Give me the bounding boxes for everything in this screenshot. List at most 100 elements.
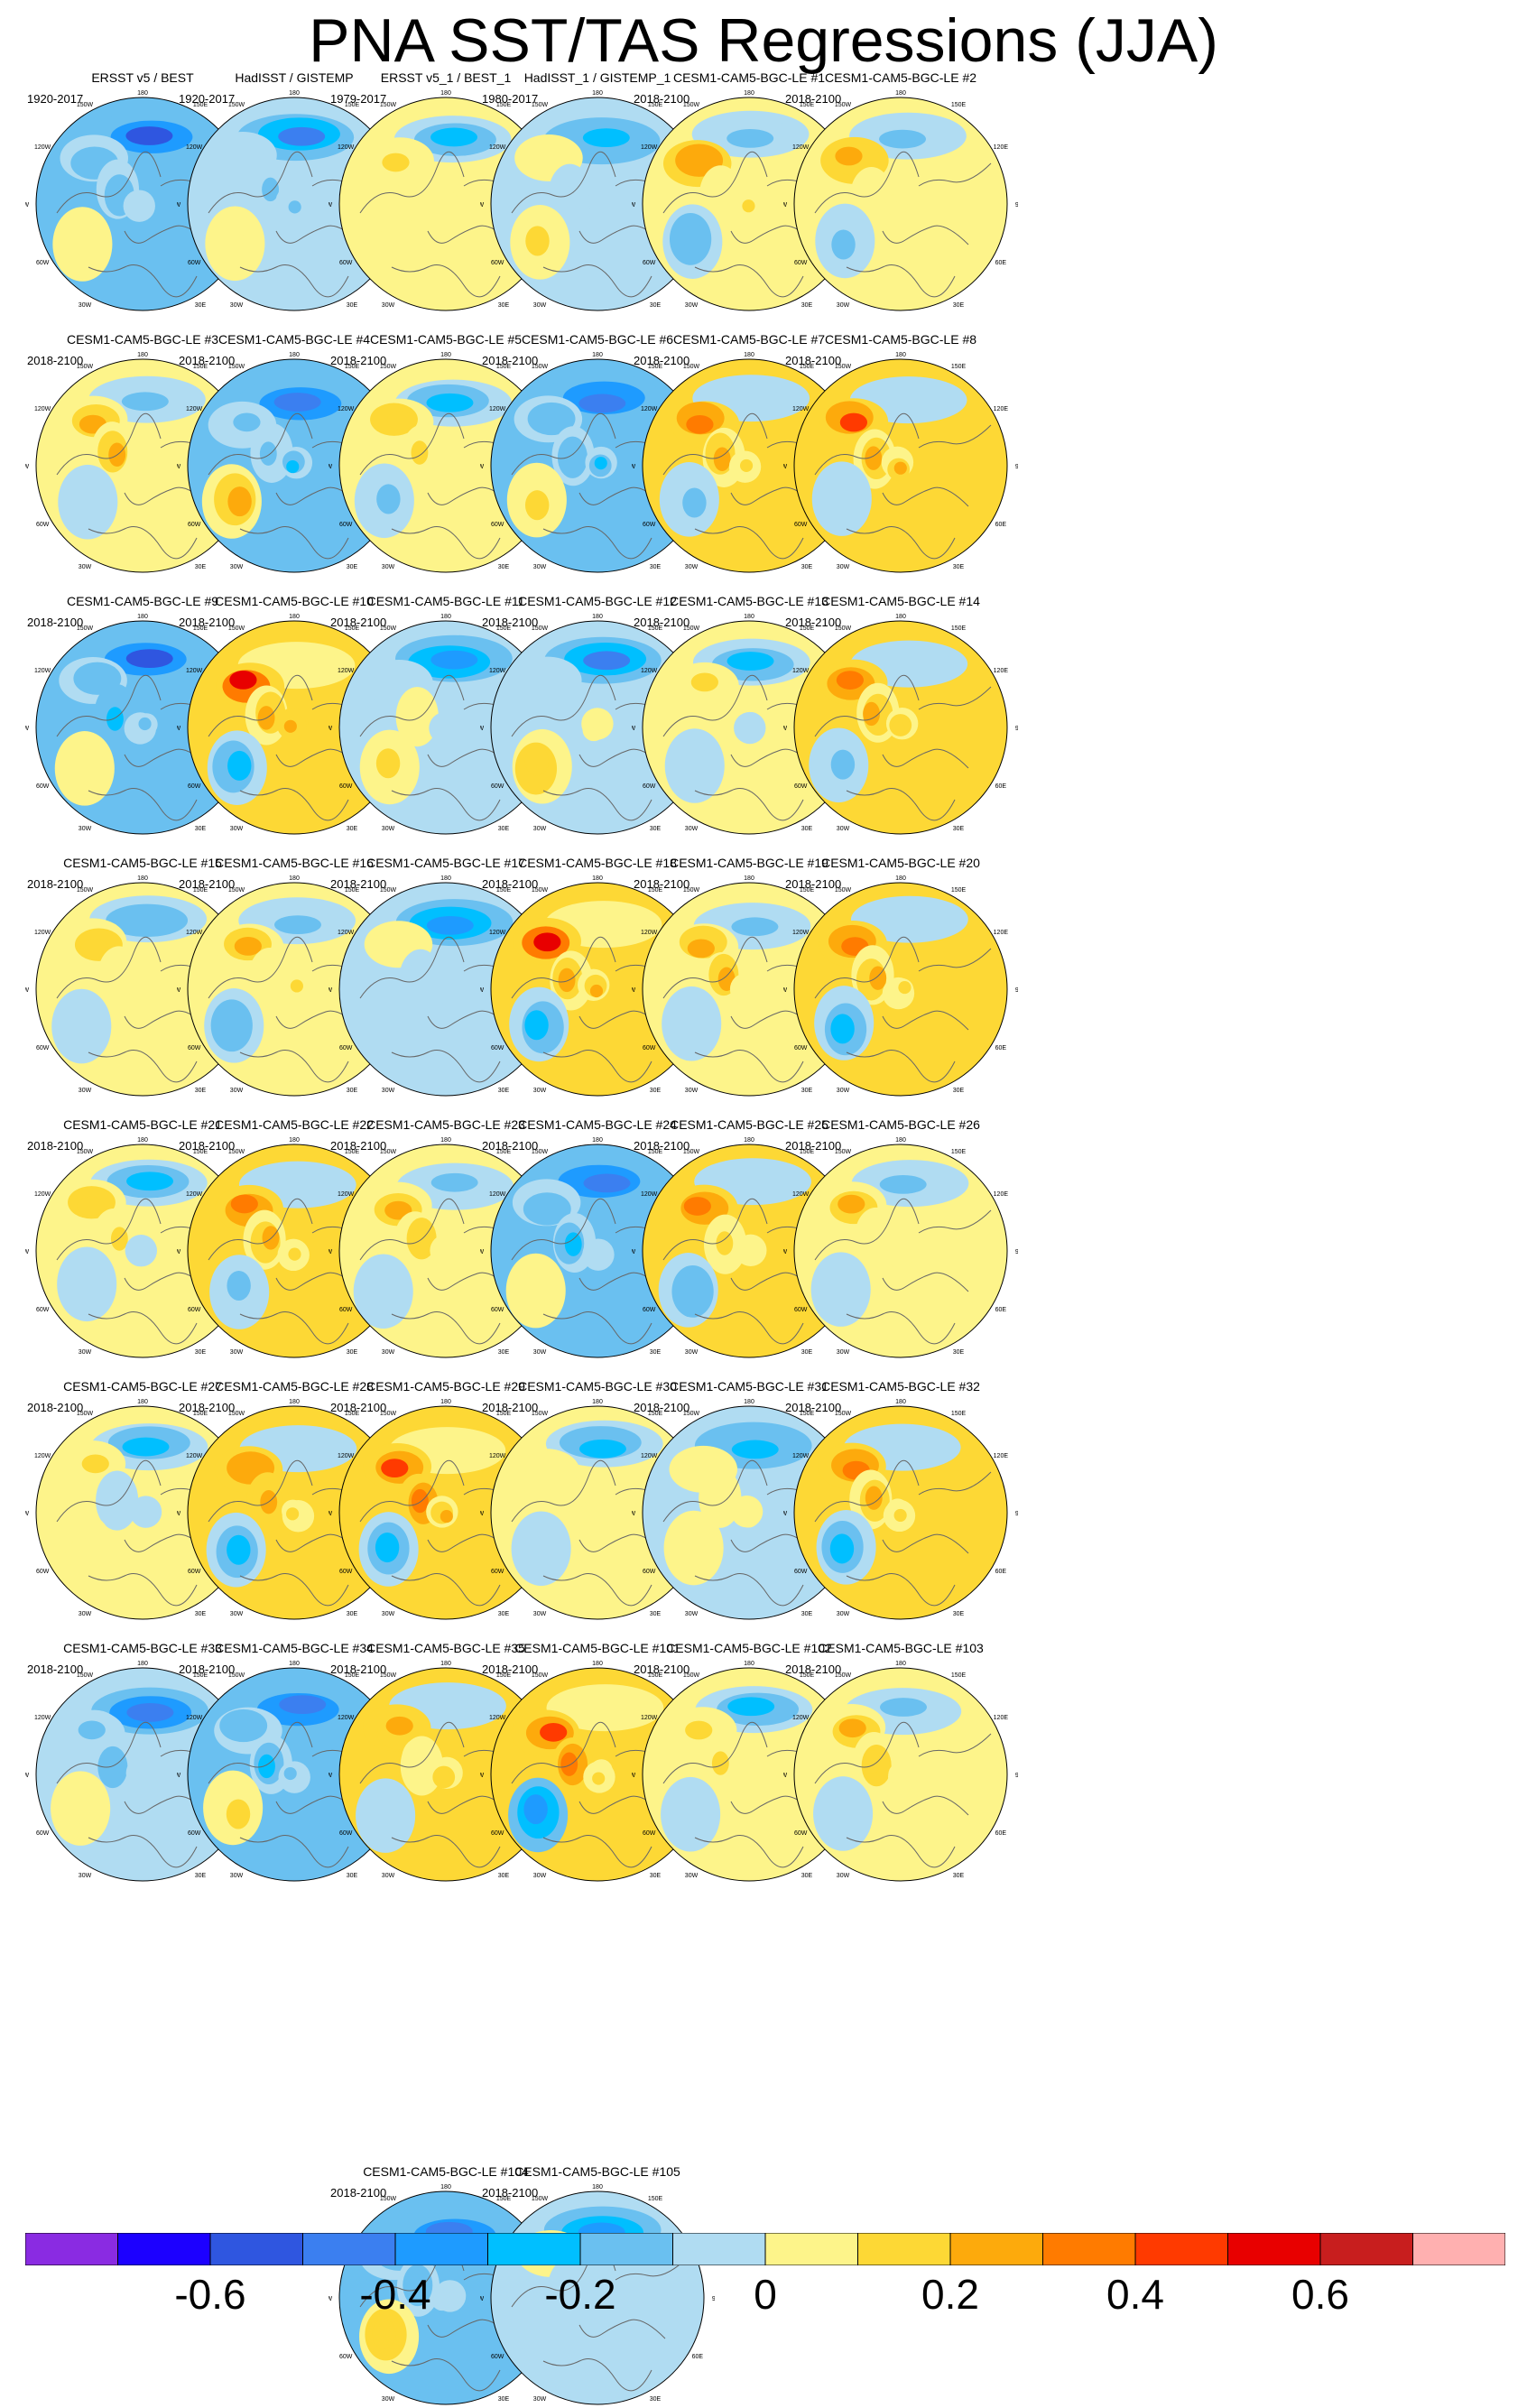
polar-map: 180150E120E90E60E30E030W60W90W120W150W <box>177 875 412 1097</box>
longitude-label: 120W <box>641 1715 658 1721</box>
panel-title: CESM1-CAM5-BGC-LE #4 <box>217 332 371 347</box>
longitude-label: 60E <box>995 260 1007 266</box>
contour-band <box>533 932 561 952</box>
longitude-label: 150E <box>496 364 512 370</box>
longitude-label: 150E <box>951 625 967 632</box>
longitude-label: 60W <box>794 260 808 266</box>
colorbar-swatch <box>579 2233 673 2265</box>
longitude-label: 120W <box>34 1715 51 1721</box>
contour-band <box>744 978 757 992</box>
longitude-label: 30W <box>685 1611 699 1617</box>
longitude-label: 180 <box>744 352 754 358</box>
longitude-label: 30W <box>79 1873 92 1879</box>
contour-band <box>69 1008 94 1039</box>
contour-band <box>863 1750 881 1774</box>
longitude-label: 150W <box>77 364 94 370</box>
panel-title: CESM1-CAM5-BGC-LE #17 <box>366 856 525 870</box>
longitude-label: 90W <box>480 464 484 470</box>
contour-band <box>110 178 128 203</box>
coastline <box>359 1459 537 1607</box>
longitude-label: 60E <box>995 1307 1007 1313</box>
longitude-label: 90W <box>783 987 787 994</box>
longitude-label: 90W <box>632 1511 635 1517</box>
contour-band <box>583 651 631 671</box>
longitude-label: 150W <box>380 2196 397 2202</box>
contour-band <box>70 488 95 519</box>
contour-band <box>438 722 451 736</box>
polar-map: 180150E120E90E60E30E030W60W90W120W150W <box>329 1399 563 1620</box>
panel-years: 2018-2100 <box>634 1139 690 1153</box>
longitude-label: 150W <box>683 1149 700 1155</box>
panel-title: CESM1-CAM5-BGC-LE #7 <box>672 332 826 347</box>
longitude-label: 30E <box>195 1873 207 1879</box>
map-panel: CESM1-CAM5-BGC-LE #2 2018-2100 180 150E 120E… <box>783 70 1018 314</box>
polar-map: 180150E120E90E60E30E030W60W90W120W150W <box>632 90 866 311</box>
contour-band <box>436 982 449 996</box>
panel-title: CESM1-CAM5-BGC-LE #9 <box>66 594 219 608</box>
contour-band <box>226 1799 251 1829</box>
longitude-label: 30E <box>801 826 813 832</box>
longitude-label: 150E <box>193 364 208 370</box>
contour-band <box>866 181 884 207</box>
panel-years: 2018-2100 <box>785 354 842 367</box>
contour-band <box>731 917 779 937</box>
longitude-label: 30E <box>650 1611 662 1617</box>
contour-band <box>578 1439 626 1459</box>
panel-years: 2018-2100 <box>330 877 387 891</box>
longitude-label: 120W <box>186 1453 203 1459</box>
longitude-label: 30E <box>498 826 510 832</box>
panel-title: CESM1-CAM5-BGC-LE #2 <box>824 70 977 85</box>
contour-band <box>593 2288 606 2301</box>
coastline <box>511 151 689 298</box>
longitude-label: 60W <box>36 260 50 266</box>
coastline <box>56 412 234 560</box>
contour-band <box>382 153 410 172</box>
map-panel: CESM1-CAM5-BGC-LE #103 2018-2100 180 150E 12… <box>783 1641 1018 1885</box>
longitude-label: 30E <box>498 1349 510 1356</box>
longitude-label: 150W <box>77 1672 94 1679</box>
coastline <box>511 936 689 1083</box>
panel-title: CESM1-CAM5-BGC-LE #15 <box>63 856 222 870</box>
map-panel-grid: ERSST v5 / BEST 1920-2017 180 150E 120E 90E 60… <box>25 70 1018 2405</box>
contour-band <box>84 672 112 692</box>
longitude-label: 90W <box>632 726 635 732</box>
longitude-label: 120W <box>489 1191 506 1198</box>
panel-years: 2018-2100 <box>785 92 842 106</box>
longitude-label: 30E <box>498 1088 510 1094</box>
contour-band <box>138 717 152 731</box>
longitude-label: 30W <box>533 2396 547 2403</box>
longitude-label: 60W <box>643 1830 656 1837</box>
longitude-label: 150W <box>77 887 94 894</box>
colorbar-swatch <box>672 2233 766 2265</box>
longitude-label: 150E <box>496 887 512 894</box>
longitude-label: 150W <box>532 1672 549 1679</box>
panel-title: CESM1-CAM5-BGC-LE #31 <box>670 1379 828 1394</box>
longitude-label: 180 <box>895 352 906 358</box>
contour-band <box>711 702 729 727</box>
panel-title: CESM1-CAM5-BGC-LE #19 <box>670 856 828 870</box>
longitude-label: 90W <box>329 1511 332 1517</box>
colorbar-swatch <box>1319 2233 1413 2265</box>
contour-band <box>69 1537 94 1568</box>
longitude-label: 30W <box>533 1349 547 1356</box>
longitude-label: 60W <box>794 1045 808 1051</box>
panel-title: CESM1-CAM5-BGC-LE #10 <box>215 594 374 608</box>
contour-band <box>892 721 905 735</box>
longitude-label: 150W <box>683 625 700 632</box>
longitude-label: 120E <box>994 144 1009 151</box>
contour-band <box>686 414 714 434</box>
longitude-label: 30E <box>953 1088 965 1094</box>
longitude-label: 60W <box>339 2354 353 2360</box>
contour-band <box>681 752 707 783</box>
contour-band <box>138 1764 152 1778</box>
contour-band <box>535 151 564 171</box>
longitude-label: 30E <box>195 564 207 570</box>
longitude-label: 150W <box>532 1149 549 1155</box>
longitude-label: 120W <box>792 930 810 936</box>
longitude-label: 60W <box>188 260 201 266</box>
panel-years: 2018-2100 <box>634 877 690 891</box>
panel-years: 2018-2100 <box>330 1401 387 1414</box>
longitude-label: 150E <box>648 102 663 108</box>
longitude-label: 150W <box>532 2196 549 2202</box>
contour-band <box>689 148 717 168</box>
